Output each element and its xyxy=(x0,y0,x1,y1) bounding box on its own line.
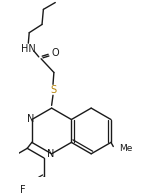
Text: O: O xyxy=(51,48,59,58)
Text: N: N xyxy=(47,149,54,159)
Text: Me: Me xyxy=(119,144,132,153)
Text: HN: HN xyxy=(21,44,36,54)
Text: F: F xyxy=(20,185,25,194)
Text: S: S xyxy=(50,85,56,95)
Text: N: N xyxy=(27,114,35,124)
